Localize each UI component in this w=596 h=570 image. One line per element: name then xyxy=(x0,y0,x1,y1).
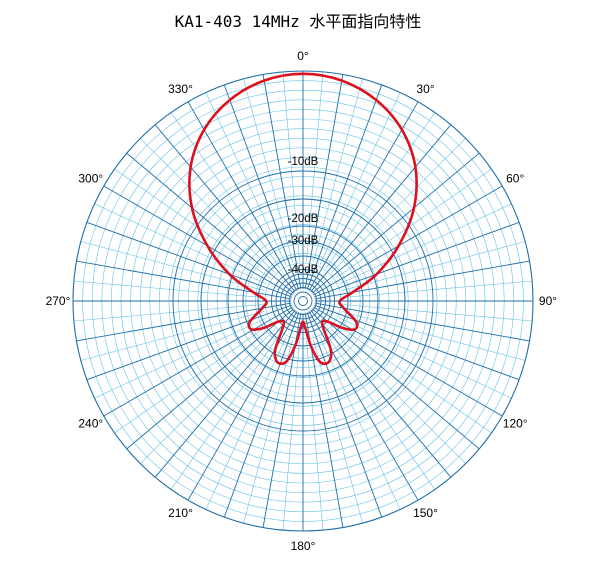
minor-spoke xyxy=(73,280,264,298)
minor-spoke xyxy=(73,304,264,322)
minor-spoke xyxy=(325,333,436,490)
major-spoke xyxy=(311,152,480,294)
major-spoke xyxy=(86,304,292,381)
minor-spoke xyxy=(94,203,267,285)
angle-tick-label: 60° xyxy=(506,172,524,186)
minor-spoke xyxy=(140,329,275,464)
minor-spoke xyxy=(342,280,533,298)
major-spoke xyxy=(76,260,292,300)
minor-spoke xyxy=(80,241,265,291)
major-spoke xyxy=(86,221,292,298)
major-spoke xyxy=(187,311,298,501)
angle-tick-label: 300° xyxy=(78,172,103,186)
angle-tick-label: 180° xyxy=(291,539,316,553)
major-spoke xyxy=(306,312,383,518)
minor-spoke xyxy=(306,340,324,531)
minor-spoke xyxy=(80,311,265,361)
db-tick-labels: -10dB -20dB -30dB -40dB xyxy=(288,156,319,276)
angle-tick-label: 240° xyxy=(78,417,103,431)
major-spoke xyxy=(306,84,383,290)
major-spoke xyxy=(310,124,452,293)
minor-spoke xyxy=(205,92,287,265)
minor-spoke xyxy=(341,311,526,361)
minor-spoke xyxy=(342,304,533,322)
radiation-pattern-line xyxy=(188,72,418,366)
minor-spoke xyxy=(335,323,492,434)
db-tick-label: -20dB xyxy=(288,213,319,225)
angle-tick-label: 210° xyxy=(168,506,193,520)
minor-spoke xyxy=(331,329,466,464)
major-spoke xyxy=(308,101,419,291)
major-spoke xyxy=(103,185,293,296)
major-spoke xyxy=(308,311,419,501)
minor-spoke xyxy=(205,337,287,510)
db-tick-label: -10dB xyxy=(288,156,319,168)
major-spoke xyxy=(313,185,503,296)
major-spoke xyxy=(154,309,296,478)
major-spoke xyxy=(262,74,302,290)
minor-spoke xyxy=(313,78,363,263)
minor-spoke xyxy=(140,138,275,273)
major-grid-ring xyxy=(289,287,317,315)
db-tick-label: -40dB xyxy=(288,264,319,276)
angle-tick-labels: 0° 30° 60° 90° 120° 150° 180° 210° 240° 270° 300° 3… xyxy=(46,49,558,553)
angle-tick-label: 150° xyxy=(413,506,438,520)
angle-tick-label: 30° xyxy=(416,82,434,96)
angle-tick-label: 0° xyxy=(297,49,309,63)
major-spoke xyxy=(313,306,503,417)
minor-spoke xyxy=(94,317,267,399)
minor-spoke xyxy=(331,138,466,273)
major-spoke xyxy=(314,304,520,381)
minor-spoke xyxy=(114,168,271,279)
minor-spoke xyxy=(319,337,401,510)
angle-tick-label: 90° xyxy=(539,294,557,308)
minor-spoke xyxy=(313,339,363,524)
minor-spoke xyxy=(335,168,492,279)
major-spoke xyxy=(126,152,295,294)
major-grid-ring xyxy=(298,296,308,306)
major-spoke xyxy=(76,302,292,342)
major-spoke xyxy=(311,308,480,450)
major-spoke xyxy=(126,308,295,450)
major-spoke xyxy=(314,260,530,300)
chart-title: KA1-403 14MHz 水平面指向特性 xyxy=(174,12,422,31)
minor-spoke xyxy=(341,241,526,291)
minor-spoke xyxy=(170,333,281,490)
major-spoke xyxy=(187,101,298,291)
major-spoke xyxy=(314,302,530,342)
minor-spoke xyxy=(243,78,293,263)
angle-tick-label: 270° xyxy=(46,294,71,308)
major-spoke xyxy=(304,74,344,290)
minor-spoke xyxy=(339,203,512,285)
major-spoke xyxy=(223,84,300,290)
angle-tick-label: 330° xyxy=(168,82,193,96)
major-spoke xyxy=(103,306,293,417)
major-spoke xyxy=(154,124,296,293)
minor-spoke xyxy=(325,112,436,269)
db-tick-label: -30dB xyxy=(288,235,319,247)
major-spoke xyxy=(223,312,300,518)
minor-spoke xyxy=(243,339,293,524)
angle-tick-label: 120° xyxy=(503,417,528,431)
minor-spoke xyxy=(306,71,324,262)
minor-spoke xyxy=(282,71,300,262)
major-grid-ring xyxy=(293,291,313,311)
major-spoke xyxy=(310,309,452,478)
minor-spoke xyxy=(114,323,271,434)
minor-spoke xyxy=(170,112,281,269)
major-grid xyxy=(72,70,534,532)
pattern-layer xyxy=(188,72,418,366)
major-spoke xyxy=(314,221,520,298)
minor-spoke xyxy=(282,340,300,531)
minor-spoke xyxy=(339,317,512,399)
minor-spoke xyxy=(319,92,401,265)
